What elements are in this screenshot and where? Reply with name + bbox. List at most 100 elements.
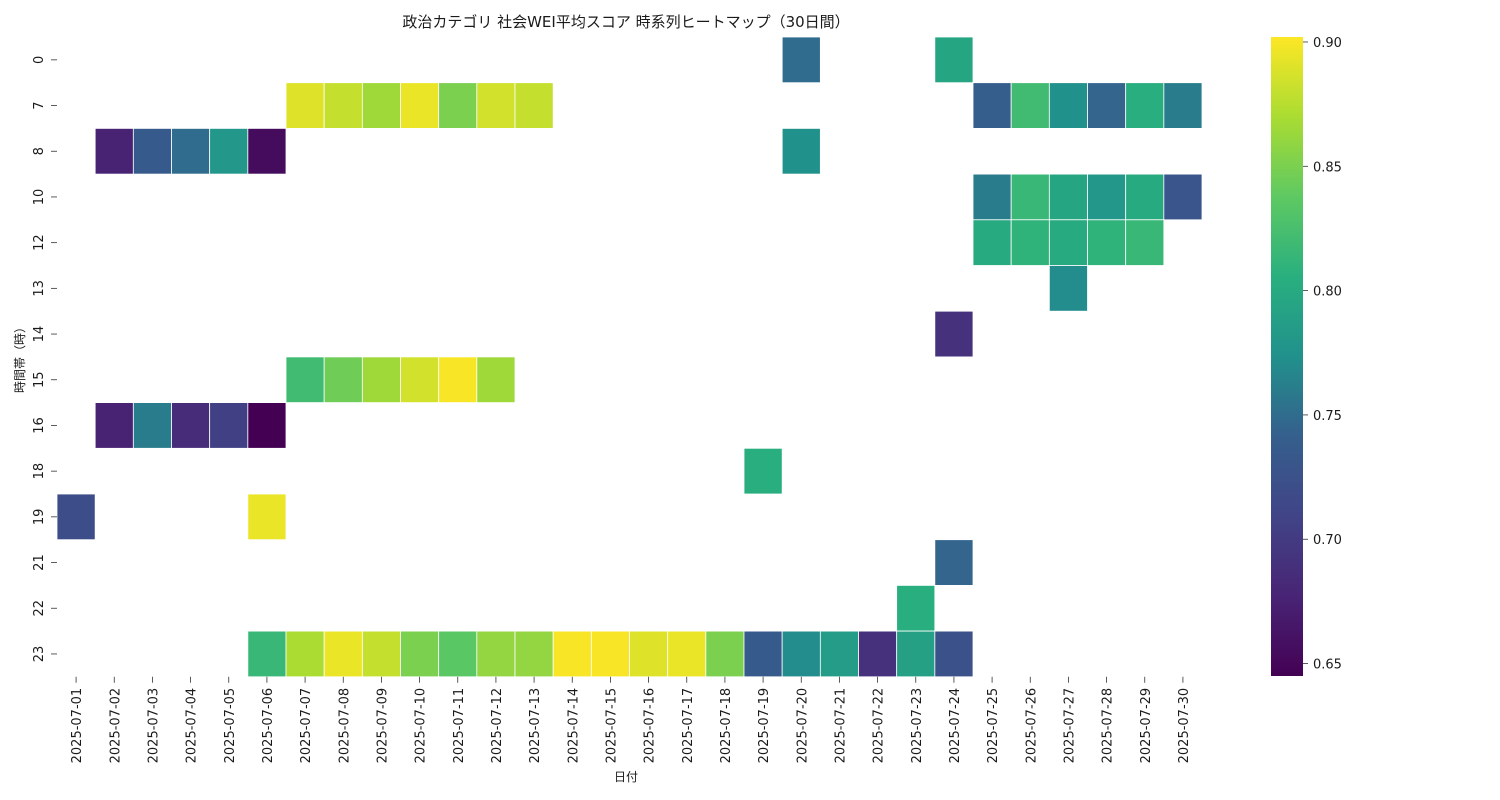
- y-tick-label: 22: [32, 600, 47, 617]
- y-tick-label: 7: [32, 101, 47, 109]
- y-tick-label: 21: [32, 554, 47, 571]
- heatmap-cell: [819, 630, 859, 678]
- heatmap-cell: [934, 310, 974, 358]
- y-tick-label: 14: [32, 326, 47, 343]
- heatmap-cell: [858, 630, 898, 678]
- heatmap-cell: [132, 127, 172, 175]
- heatmap-cell: [171, 127, 211, 175]
- heatmap-cell: [552, 630, 592, 678]
- colorbar-tick-label: 0.90: [1313, 36, 1342, 51]
- heatmap-cell: [1125, 219, 1165, 266]
- x-tick-label: 2025-07-01: [70, 688, 85, 764]
- heatmap-cell: [171, 402, 211, 449]
- heatmap-cell: [438, 82, 478, 129]
- x-tick-label: 2025-07-13: [528, 688, 543, 764]
- heatmap-cell: [247, 127, 287, 175]
- heatmap-cell: [934, 36, 974, 84]
- x-tick-label: 2025-07-25: [986, 688, 1001, 764]
- x-tick-label: 2025-07-14: [566, 688, 581, 764]
- heatmap-cell: [514, 630, 554, 678]
- heatmap-cells: [56, 36, 1203, 678]
- colorbar-tick-label: 0.65: [1313, 658, 1342, 673]
- y-tick-label: 10: [32, 189, 47, 206]
- heatmap-cell: [1087, 173, 1127, 221]
- x-tick-label: 2025-07-28: [1101, 688, 1116, 764]
- heatmap-cell: [1163, 82, 1203, 129]
- heatmap-cell: [476, 356, 516, 403]
- heatmap-cell: [476, 82, 516, 129]
- heatmap-cell: [209, 127, 249, 175]
- heatmap-cell: [361, 356, 401, 403]
- x-tick-label: 2025-07-19: [757, 688, 772, 764]
- x-tick-label: 2025-07-05: [223, 688, 238, 764]
- colorbar-ticks: 0.65 0.70 0.75 0.80 0.85 0.90: [1303, 36, 1342, 673]
- heatmap-cell: [1048, 219, 1088, 266]
- colorbar-gradient: [1271, 37, 1303, 676]
- heatmap-cell: [476, 630, 516, 678]
- heatmap-cell: [1087, 219, 1127, 266]
- x-tick-label: 2025-07-29: [1139, 688, 1154, 764]
- x-tick-label: 2025-07-16: [643, 688, 658, 764]
- y-tick-label: 16: [32, 417, 47, 434]
- y-tick-label: 19: [32, 509, 47, 526]
- heatmap-cell: [1163, 173, 1203, 221]
- heatmap-cell: [1048, 265, 1088, 312]
- y-tick-label: 23: [32, 646, 47, 663]
- heatmap-cell: [896, 585, 936, 632]
- heatmap-cell: [438, 630, 478, 678]
- heatmap-cell: [590, 630, 630, 678]
- y-tick-label: 12: [32, 234, 47, 251]
- heatmap-cell: [1048, 82, 1088, 129]
- heatmap-cell: [743, 630, 783, 678]
- heatmap-cell: [629, 630, 669, 678]
- heatmap-cell: [972, 173, 1012, 221]
- heatmap-cell: [514, 82, 554, 129]
- x-axis-ticks: 2025-07-01 2025-07-02 2025-07-03 2025-07-04…: [70, 676, 1192, 764]
- heatmap-cell: [934, 539, 974, 586]
- x-tick-label: 2025-07-11: [452, 688, 467, 764]
- heatmap-cell: [56, 493, 96, 541]
- heatmap-cell: [132, 402, 172, 449]
- x-tick-label: 2025-07-22: [872, 688, 887, 764]
- heatmap-cell: [705, 630, 745, 678]
- heatmap-cell: [743, 447, 783, 495]
- heatmap-cell: [323, 630, 363, 678]
- x-tick-label: 2025-07-17: [681, 688, 696, 764]
- y-tick-label: 0: [32, 56, 47, 64]
- x-tick-label: 2025-07-20: [795, 688, 810, 764]
- x-tick-label: 2025-07-09: [375, 688, 390, 764]
- colorbar-tick-label: 0.70: [1313, 533, 1342, 548]
- heatmap-cell: [1087, 82, 1127, 129]
- heatmap-cell: [247, 402, 287, 449]
- colorbar-tick-label: 0.75: [1313, 409, 1342, 424]
- colorbar-tick-label: 0.80: [1313, 285, 1342, 300]
- heatmap-cell: [400, 82, 440, 129]
- x-tick-label: 2025-07-21: [833, 688, 848, 764]
- x-tick-label: 2025-07-10: [414, 688, 429, 764]
- x-tick-label: 2025-07-27: [1062, 688, 1077, 764]
- chart-title: 政治カテゴリ 社会WEI平均スコア 時系列ヒートマップ（30日間）: [402, 13, 849, 31]
- heatmap-cell: [361, 82, 401, 129]
- x-tick-label: 2025-07-15: [604, 688, 619, 764]
- heatmap-cell: [781, 630, 821, 678]
- heatmap-cell: [1010, 219, 1050, 266]
- y-axis-label: 時間帯（時）: [13, 321, 27, 393]
- x-tick-label: 2025-07-30: [1177, 688, 1192, 764]
- heatmap-cell: [323, 356, 363, 403]
- x-tick-label: 2025-07-12: [490, 688, 505, 764]
- heatmap-cell: [438, 356, 478, 403]
- heatmap-cell: [781, 36, 821, 84]
- heatmap-cell: [972, 219, 1012, 266]
- x-tick-label: 2025-07-06: [261, 688, 276, 764]
- x-tick-label: 2025-07-18: [719, 688, 734, 764]
- x-tick-label: 2025-07-02: [108, 688, 123, 764]
- heatmap-cell: [934, 630, 974, 678]
- heatmap-cell: [209, 402, 249, 449]
- x-tick-label: 2025-07-23: [910, 688, 925, 764]
- heatmap-cell: [247, 630, 287, 678]
- x-tick-label: 2025-07-26: [1024, 688, 1039, 764]
- heatmap-cell: [972, 82, 1012, 129]
- heatmap-cell: [285, 630, 325, 678]
- heatmap-cell: [1010, 82, 1050, 129]
- x-axis-label: 日付: [614, 770, 638, 784]
